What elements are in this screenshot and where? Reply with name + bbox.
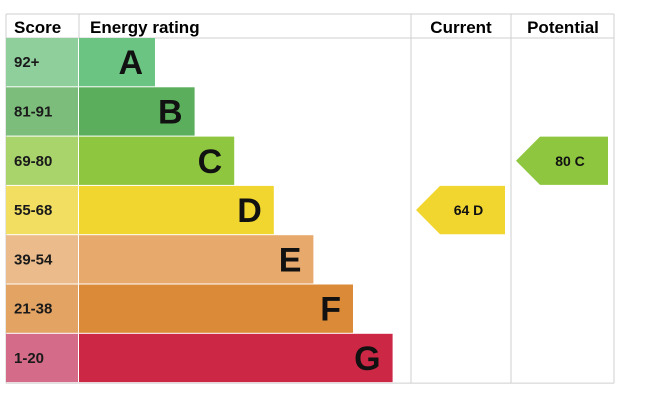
score-label: 39-54 [14, 251, 53, 268]
score-cell [6, 235, 78, 284]
band-a: 92+ A [6, 38, 155, 87]
rating-bar [79, 87, 195, 136]
current-arrow-label: 64 D [454, 202, 484, 218]
rating-bar [79, 38, 155, 87]
rating-bar [79, 333, 393, 383]
header-row: Score Energy rating Current Potential [14, 18, 599, 37]
score-label: 69-80 [14, 153, 52, 170]
rating-letter: A [118, 44, 143, 82]
rating-letter: B [158, 93, 183, 131]
score-cell [6, 38, 78, 87]
potential-arrow: 80 C [516, 136, 608, 185]
potential-arrow-shape [516, 136, 608, 185]
score-cell [6, 136, 78, 185]
potential-arrow-label: 80 C [555, 153, 585, 169]
score-label: 55-68 [14, 202, 52, 219]
band-e: 39-54 E [6, 235, 314, 284]
score-cell [6, 185, 78, 235]
current-arrow: 64 D [416, 185, 505, 235]
rating-letter: E [279, 241, 302, 279]
rating-bar [79, 284, 353, 333]
score-cell [6, 284, 78, 333]
rating-letter: G [354, 340, 380, 378]
current-header: Current [430, 18, 492, 37]
potential-header: Potential [527, 18, 599, 37]
score-label: 1-20 [14, 350, 44, 367]
band-f: 21-38 F [6, 284, 353, 333]
rating-arrows: 64 D 80 C [416, 136, 608, 235]
band-g: 1-20 G [6, 333, 393, 383]
current-arrow-shape [416, 185, 505, 235]
rating-bands: 92+ A 81-91 B 69-80 C 55-68 D 39-54 E 21-38 F 1-20 G [6, 38, 393, 383]
rating-bar [79, 136, 235, 185]
score-label: 92+ [14, 54, 40, 71]
rating-letter: C [198, 143, 223, 181]
rating-letter: D [237, 192, 262, 230]
rating-bar [79, 235, 314, 284]
score-header: Score [14, 18, 61, 37]
band-d: 55-68 D [6, 185, 274, 235]
energy-rating-header: Energy rating [90, 18, 200, 37]
band-c: 69-80 C [6, 136, 235, 185]
score-label: 81-91 [14, 103, 52, 120]
score-cell [6, 333, 78, 383]
band-b: 81-91 B [6, 87, 195, 136]
rating-letter: F [320, 291, 341, 329]
rating-bar [79, 185, 274, 235]
score-label: 21-38 [14, 301, 52, 318]
score-cell [6, 87, 78, 136]
